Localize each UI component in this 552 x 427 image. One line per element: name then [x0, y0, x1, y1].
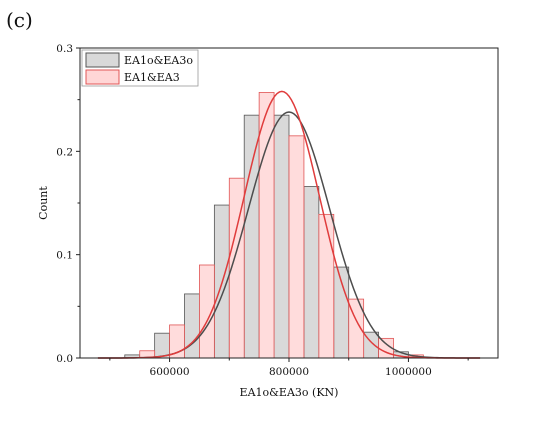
- histogram-bar-s0-4: [243, 114, 260, 359]
- legend-swatch-ea1o-ea3o: [85, 52, 120, 68]
- histogram-bar-s0-6: [303, 186, 320, 359]
- x-tick-label-0: 600000: [150, 366, 190, 378]
- legend-swatch-ea1-ea3: [85, 69, 120, 85]
- y-tick-label-3: 0.3: [56, 43, 73, 55]
- y-axis-label: Count: [37, 186, 50, 220]
- x-tick-label-1: 800000: [269, 366, 309, 378]
- legend-label-ea1-ea3: EA1&EA3: [124, 71, 180, 84]
- x-axis-label: EA1o&EA3o (KN): [240, 386, 339, 399]
- histogram-bar-s1-5: [288, 135, 305, 359]
- histogram-bar-s1-6: [318, 213, 335, 359]
- panel-label: (c): [6, 8, 33, 32]
- y-tick-label-1: 0.1: [56, 250, 73, 262]
- histogram-bar-s0-1: [154, 332, 170, 359]
- bars-layer: [124, 92, 424, 359]
- histogram-bar-s0-5: [273, 114, 290, 359]
- legend: EA1o&EA3o EA1&EA3: [81, 49, 199, 87]
- y-tick-label-2: 0.2: [56, 146, 73, 158]
- y-tick-label-0: 0.0: [56, 353, 73, 365]
- legend-label-ea1o-ea3o: EA1o&EA3o: [124, 54, 193, 67]
- ticks-layer: 600000 800000 1000000 0.0 0.1 0.2 0.3: [56, 43, 469, 378]
- x-tick-label-2: 1000000: [385, 366, 432, 378]
